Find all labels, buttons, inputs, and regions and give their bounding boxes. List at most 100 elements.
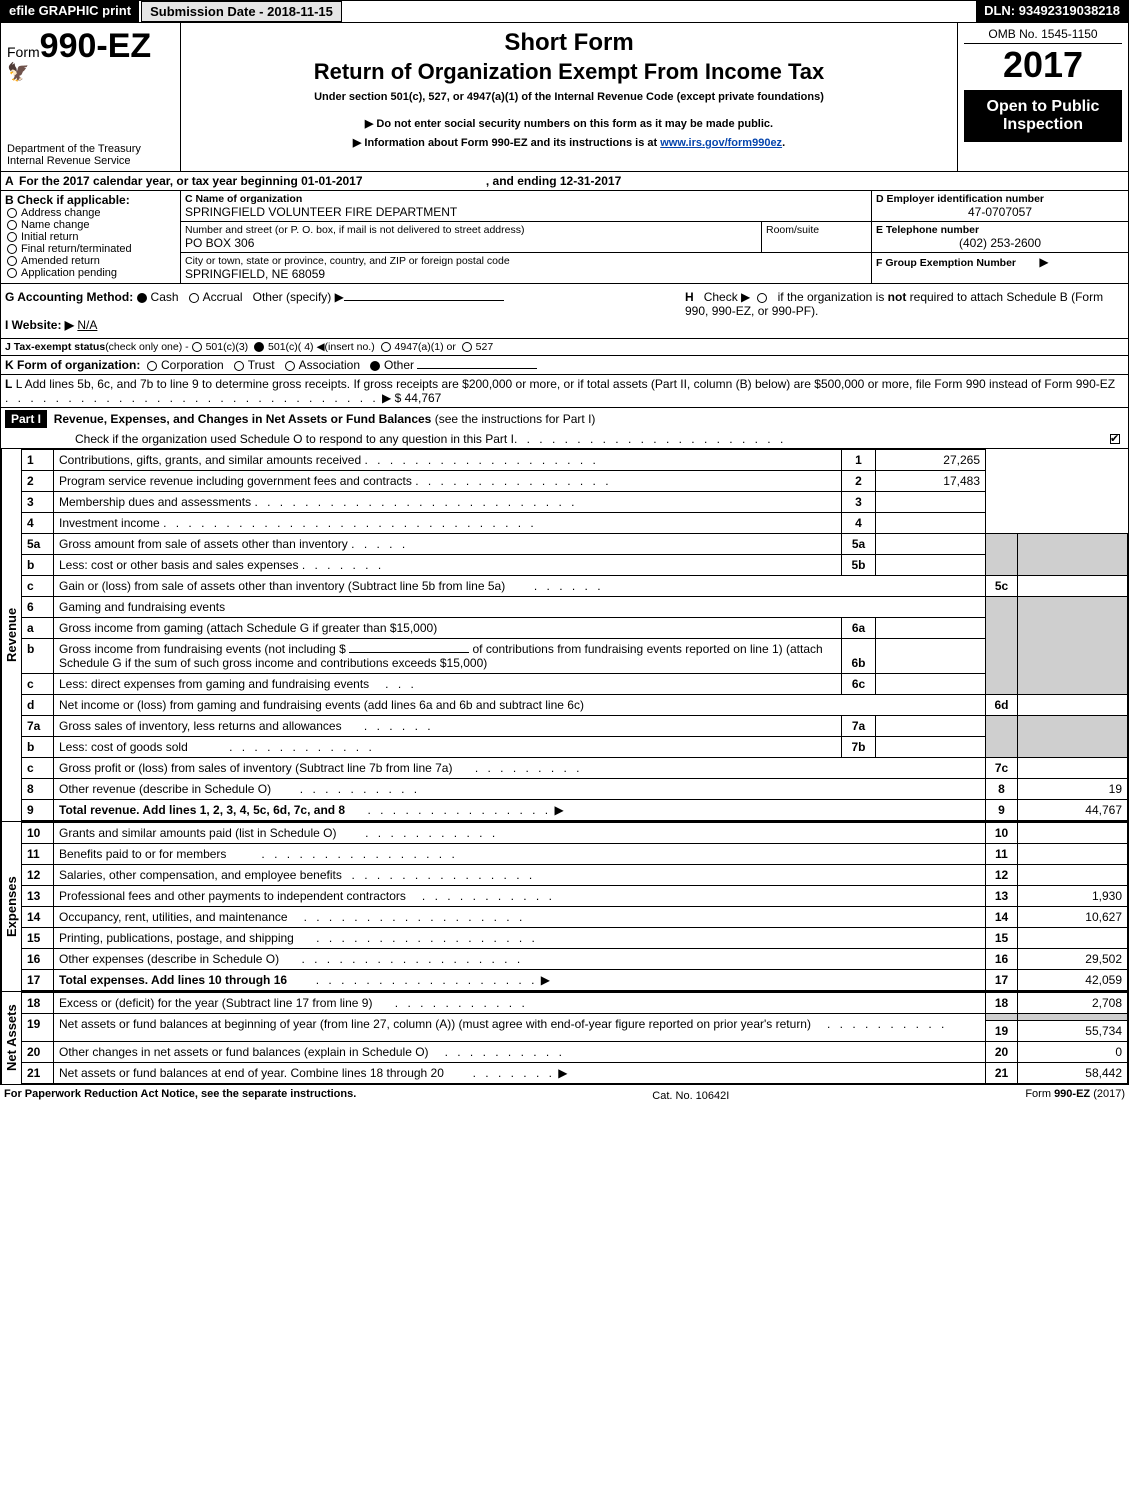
subtitle: Under section 501(c), 527, or 4947(a)(1)… [191,91,947,103]
j-o3: 527 [476,341,494,353]
revenue-section: Revenue 1Contributions, gifts, grants, a… [1,449,1128,822]
dln-value: 93492319038218 [1019,3,1120,18]
line-17: 17Total expenses. Add lines 10 through 1… [22,970,1128,991]
tax-year: 2017 [964,44,1122,86]
g-accrual: Accrual [203,290,243,304]
box-f-label: F Group Exemption Number [876,257,1016,269]
line-21: 21Net assets or fund balances at end of … [22,1063,1128,1084]
phone-value: (402) 253-2600 [876,236,1124,250]
chk-amend: Amended return [21,255,100,267]
j-4947[interactable] [381,342,391,352]
line-3: 3Membership dues and assessments . . . .… [22,492,1128,513]
line-12: 12Salaries, other compensation, and empl… [22,865,1128,886]
box-b-label: B Check if applicable: [5,193,176,207]
k-o1: Trust [248,358,275,372]
line-6b: bGross income from fundraising events (n… [22,639,1128,674]
line-7a: 7aGross sales of inventory, less returns… [22,716,1128,737]
k-other[interactable] [370,361,380,371]
boxh-t2: if the organization is [778,290,888,304]
line-7c: cGross profit or (loss) from sales of in… [22,758,1128,779]
line-6a: aGross income from gaming (attach Schedu… [22,618,1128,639]
page-footer: For Paperwork Reduction Act Notice, see … [0,1085,1129,1105]
box-c-label: C Name of organization [185,193,867,205]
boxes-b-f: B Check if applicable: Address change Na… [1,191,1128,284]
form990ez-link[interactable]: www.irs.gov/form990ez [660,137,782,149]
j-501c3[interactable] [192,342,202,352]
j-o0: 501(c)(3) [206,341,249,353]
line-5c: cGain or (loss) from sale of assets othe… [22,576,1128,597]
netassets-side-label: Net Assets [1,992,21,1084]
box-d-label: D Employer identification number [876,193,1124,205]
boxh-not: not [888,290,907,304]
check-final-return[interactable] [7,244,17,254]
city-label: City or town, state or province, country… [185,255,867,267]
open-inspection: Open to Public Inspection [964,90,1122,142]
website-value: N/A [77,318,97,332]
boxh-checkbox[interactable] [757,293,767,303]
paperwork-notice: For Paperwork Reduction Act Notice, see … [4,1088,356,1102]
chk-name: Name change [21,219,90,231]
k-assoc[interactable] [285,361,295,371]
check-name-change[interactable] [7,220,17,230]
line-2: 2Program service revenue including gover… [22,471,1128,492]
part1-schedule-o-check[interactable] [1110,434,1120,444]
check-address-change[interactable] [7,208,17,218]
acct-cash[interactable] [137,293,147,303]
line-11: 11Benefits paid to or for members . . . … [22,844,1128,865]
street-value: PO BOX 306 [185,236,757,250]
dln: DLN: 93492319038218 [976,1,1128,22]
expenses-section: Expenses 10Grants and similar amounts pa… [1,822,1128,992]
note2-pre: Information about Form 990-EZ and its in… [364,137,660,149]
chk-final: Final return/terminated [21,243,132,255]
j-527[interactable] [462,342,472,352]
title-shortform: Short Form [191,29,947,57]
room-suite: Room/suite [761,222,871,252]
expenses-side-label: Expenses [1,822,21,991]
check-initial-return[interactable] [7,232,17,242]
boxl-text: L Add lines 5b, 6c, and 7b to line 9 to … [16,377,1115,391]
chk-pend: Application pending [21,267,117,279]
boxh-check: Check ▶ [704,290,751,304]
expenses-table: 10Grants and similar amounts paid (list … [21,822,1128,991]
k-trust[interactable] [234,361,244,371]
street-label: Number and street (or P. O. box, if mail… [185,224,757,236]
boxk-label: K Form of organization: [5,358,140,372]
line-5b: bLess: cost or other basis and sales exp… [22,555,1128,576]
netassets-table: 18Excess or (deficit) for the year (Subt… [21,992,1128,1084]
box-e-label: E Telephone number [876,224,1124,236]
check-amended-return[interactable] [7,256,17,266]
revenue-side-label: Revenue [1,449,21,821]
form-page: efile GRAPHIC print Submission Date - 20… [0,0,1129,1085]
part1-check-text: Check if the organization used Schedule … [5,432,514,446]
box-f-arrow: ▶ [1039,255,1048,269]
efile-print-btn[interactable]: efile GRAPHIC print [1,1,139,22]
j-o2: 4947(a)(1) or [395,341,456,353]
g-other: Other (specify) ▶ [253,290,344,304]
note-ssn: Do not enter social security numbers on … [191,117,947,130]
part1-checkline: Check if the organization used Schedule … [1,430,1128,449]
note2-post: . [782,137,785,149]
boxa-begin: 01-01-2017 [301,174,362,188]
boxj-hint: (check only one) - [105,341,191,353]
line-7b: bLess: cost of goods sold . . . . . . . … [22,737,1128,758]
org-name: SPRINGFIELD VOLUNTEER FIRE DEPARTMENT [185,205,867,219]
j-501c[interactable] [254,342,264,352]
line-16: 16Other expenses (describe in Schedule O… [22,949,1128,970]
j-o1: 501(c)( 4) ◀(insert no.) [268,341,375,353]
chk-addr: Address change [21,207,101,219]
box-i-label: I Website: ▶ [5,318,74,332]
acct-accrual[interactable] [189,293,199,303]
subdate-label: Submission Date - [150,4,267,19]
line-4: 4Investment income . . . . . . . . . . .… [22,513,1128,534]
check-app-pending[interactable] [7,268,17,278]
form-header: Form990-EZ 🦅 Department of the Treasury … [1,23,1128,172]
boxa-pre: For the 2017 calendar year, or tax year … [19,174,301,188]
k-corp[interactable] [147,361,157,371]
title-return: Return of Organization Exempt From Incom… [191,59,947,85]
omb-label: OMB No. [988,27,1041,41]
form-ref: Form 990-EZ (2017) [1025,1088,1125,1102]
boxl-amt: $ 44,767 [395,391,442,405]
submission-date: Submission Date - 2018-11-15 [141,1,342,22]
city-value: SPRINGFIELD, NE 68059 [185,267,867,281]
g-cash: Cash [151,290,179,304]
